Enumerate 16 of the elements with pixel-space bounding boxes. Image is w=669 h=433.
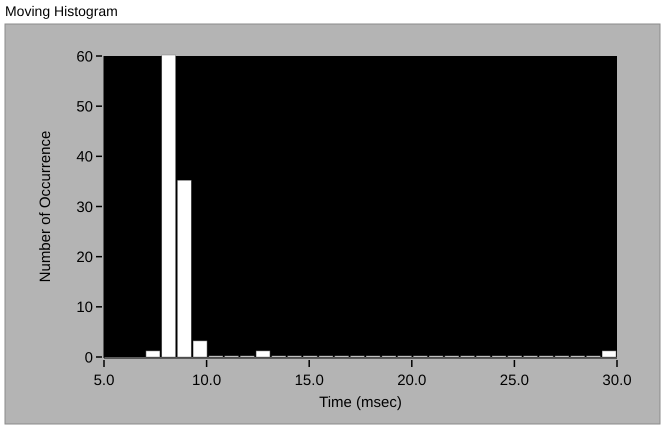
y-tick-label: 60 (76, 48, 93, 66)
x-tick-label: 20.0 (397, 372, 426, 389)
chart-title: Moving Histogram (5, 3, 118, 19)
y-tick-label: 10 (76, 299, 93, 316)
y-tick-label: 20 (76, 248, 93, 266)
y-tick-label: 30 (76, 198, 93, 216)
x-tick-label: 25.0 (500, 372, 529, 389)
y-tick-label: 40 (76, 148, 93, 166)
x-tick-label: 10.0 (192, 372, 222, 389)
y-tick-label: 0 (84, 349, 93, 366)
x-tick-label: 5.0 (94, 372, 114, 389)
x-tick-label: 30.0 (602, 372, 632, 389)
y-axis-title: Number of Occurrence (37, 130, 54, 282)
x-tick-label: 15.0 (294, 372, 324, 389)
y-tick-label: 50 (76, 98, 93, 116)
x-axis-title: Time (msec) (319, 394, 402, 411)
